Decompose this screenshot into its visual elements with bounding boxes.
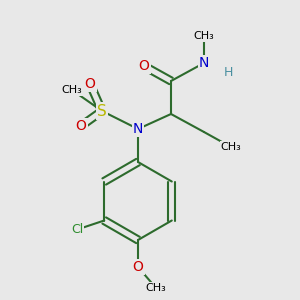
Text: N: N [199, 56, 209, 70]
Text: O: O [76, 119, 86, 133]
Text: O: O [85, 77, 95, 91]
Text: CH₃: CH₃ [146, 283, 167, 293]
Text: N: N [133, 122, 143, 136]
Text: O: O [139, 59, 149, 73]
Text: CH₃: CH₃ [61, 85, 82, 95]
Text: O: O [133, 260, 143, 274]
Text: Cl: Cl [71, 223, 83, 236]
Text: CH₃: CH₃ [194, 31, 214, 41]
Text: CH₃: CH₃ [220, 142, 242, 152]
Text: S: S [97, 103, 107, 118]
Text: H: H [223, 65, 233, 79]
